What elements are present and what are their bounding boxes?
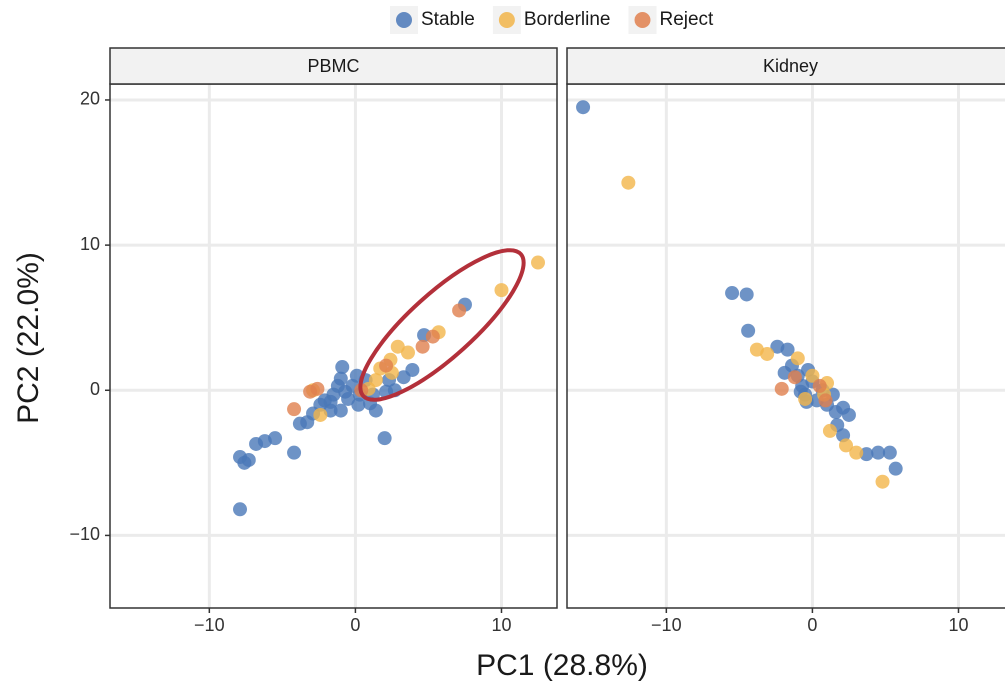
data-point <box>351 397 366 412</box>
x-tick-label: −10 <box>651 615 682 635</box>
data-point <box>871 445 886 460</box>
data-point <box>780 342 795 357</box>
data-point <box>859 447 874 462</box>
data-point <box>241 452 256 467</box>
data-point <box>882 445 897 460</box>
x-tick-label: 0 <box>807 615 817 635</box>
data-point <box>739 287 754 302</box>
data-point <box>233 502 248 517</box>
data-point <box>310 381 325 396</box>
data-point <box>841 407 856 422</box>
data-point <box>425 329 440 344</box>
data-point <box>379 358 394 373</box>
data-point <box>805 368 820 383</box>
data-point <box>494 283 509 298</box>
data-point <box>760 346 775 361</box>
data-point <box>621 175 636 190</box>
data-point <box>377 431 392 446</box>
data-point <box>849 445 864 460</box>
legend-label: Borderline <box>524 9 611 30</box>
data-point <box>335 360 350 375</box>
panel-background <box>110 84 557 608</box>
data-point <box>818 393 833 408</box>
legend-label: Reject <box>659 9 714 30</box>
legend-marker <box>396 12 412 28</box>
legend-marker <box>634 12 651 28</box>
strip <box>109 47 558 85</box>
data-point <box>531 255 546 270</box>
x-tick-label: −10 <box>194 615 225 635</box>
data-point <box>287 445 302 460</box>
data-point <box>323 394 338 409</box>
y-tick-label: 0 <box>90 379 100 399</box>
x-axis-title: PC1 (28.8%) <box>476 649 648 682</box>
data-point <box>452 303 467 318</box>
data-point <box>415 339 430 354</box>
data-point <box>888 461 903 476</box>
data-point <box>287 402 302 417</box>
data-point <box>333 371 348 386</box>
plot-area: Stable Borderline Reject PBMC −10 0 10 −10 0 10 20… <box>69 6 1005 635</box>
data-point <box>268 431 283 446</box>
data-point <box>822 423 837 438</box>
legend-marker <box>498 12 515 28</box>
data-point <box>774 381 789 396</box>
data-point <box>798 391 813 406</box>
y-axis-title: PC2 (22.0%) <box>12 252 45 424</box>
data-point <box>390 339 405 354</box>
data-point <box>725 286 740 301</box>
data-point <box>839 438 854 453</box>
data-point <box>812 378 827 393</box>
data-point <box>368 403 383 418</box>
data-point <box>405 362 420 377</box>
data-point <box>341 391 356 406</box>
data-point <box>576 100 591 115</box>
data-point <box>401 345 415 360</box>
y-tick-label: −10 <box>69 524 100 544</box>
data-point <box>741 323 756 338</box>
data-point <box>790 351 805 366</box>
x-tick-label: 0 <box>350 615 360 635</box>
strip-label: PBMC <box>307 56 359 76</box>
strip <box>566 47 1005 85</box>
highlight-ellipse <box>358 248 526 402</box>
data-point <box>787 370 802 385</box>
y-tick-label: 20 <box>80 89 100 109</box>
legend-label: Stable <box>421 9 475 30</box>
data-point <box>875 474 890 489</box>
strip-label: Kidney <box>763 56 818 76</box>
x-tick-label: 10 <box>948 615 968 635</box>
y-tick-label: 10 <box>80 234 100 254</box>
data-point <box>313 407 328 422</box>
x-tick-label: 10 <box>491 615 511 635</box>
data-point <box>333 403 348 418</box>
